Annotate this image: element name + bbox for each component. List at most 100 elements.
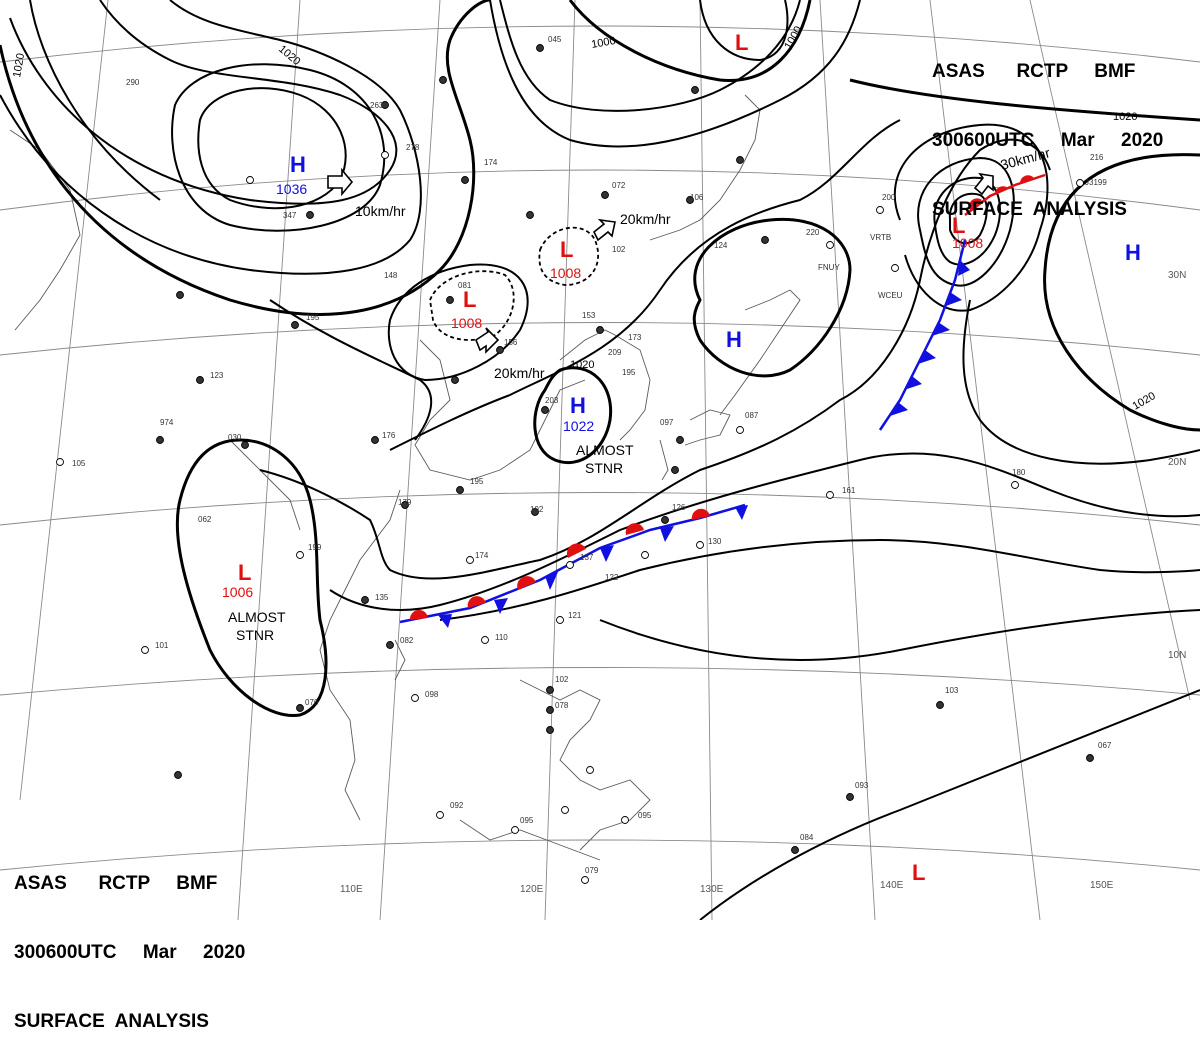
hollow-arrow-icon [327,167,354,197]
station-circle-icon [296,704,304,712]
map-header: ASAS RCTP BMF 300600UTC Mar 2020 SURFACE… [932,14,1163,244]
station-value: 161 [842,486,856,495]
station-circle-icon [566,561,574,569]
station-circle-icon [1011,481,1019,489]
header-line-2: 300600UTC Mar 2020 [932,130,1164,151]
station-circle-icon [586,766,594,774]
station-value: 103 [945,686,959,695]
isobar [439,538,1200,621]
station-circle-icon [306,211,314,219]
isobar [0,0,422,275]
station-circle-icon [371,436,379,444]
isobar [533,366,613,465]
isobar-label: 1020 [1113,111,1137,123]
station-circle-icon [246,176,254,184]
weather-map: 045 290 263 278 174 347 148 195 081 156 … [0,0,1200,920]
station-circle-icon [381,101,389,109]
station-circle-icon [791,846,799,854]
station-value: 153 [582,311,596,320]
lat-label: 10N [1168,650,1186,661]
isobar [849,78,1200,122]
station-markers [56,44,1094,884]
station-value: 123 [210,371,224,380]
isobar [259,138,1051,580]
station-circle-icon [581,876,589,884]
isobar [962,299,1200,465]
lat-label: 20N [1168,457,1186,468]
station-circle-icon [536,44,544,52]
isobar [1043,153,1200,432]
station-value: 105 [72,459,86,468]
station-value: 148 [384,271,398,280]
isobar [948,192,988,245]
station-values: 045 290 263 278 174 347 148 195 081 156 … [72,35,1112,875]
ship-id: VRTB [870,233,891,242]
isobar [387,263,529,382]
station-value: 174 [475,551,489,560]
station-value: 106 [690,193,704,202]
station-value: 135 [375,593,389,602]
isobar [489,0,861,148]
station-circle-icon [546,726,554,734]
isobar-label: 1020 [1131,390,1158,413]
station-circle-icon [676,436,684,444]
station-circle-icon [446,296,454,304]
station-circle-icon [174,771,182,779]
station-value: 102 [555,675,569,684]
station-circle-icon [451,376,459,384]
station-value: 067 [1098,741,1112,750]
low-value: 1008 [550,265,581,281]
station-circle-icon [481,636,489,644]
station-value: 122 [605,573,619,582]
station-circle-icon [526,211,534,219]
warm-front [964,173,1046,216]
isobar [269,299,433,441]
station-value: 220 [806,228,820,237]
station-value: 079 [585,866,599,875]
station-circle-icon [531,508,539,516]
low-value: 1008 [952,235,983,251]
station-value: 278 [406,143,420,152]
isobar [893,123,1049,312]
station-value: 081 [458,281,472,290]
station-value: 192 [530,505,544,514]
high-value: 1036 [276,181,307,197]
map-footer: ASAS RCTP BMF 300600UTC Mar 2020 SURFACE… [14,826,245,1056]
isobar [699,0,789,62]
station-circle-icon [141,646,149,654]
low-value: 1008 [451,315,482,331]
station-value: 102 [612,245,626,254]
station-circle-icon [1086,754,1094,762]
station-value: 097 [660,418,674,427]
status-note: ALMOST [576,442,634,458]
lon-label: 150E [1090,880,1114,891]
low-symbol: L [560,237,573,262]
station-circle-icon [401,501,409,509]
lat-label: 30N [1168,270,1186,281]
station-circle-icon [621,816,629,824]
status-note: STNR [585,460,623,476]
hollow-arrow-icon [973,172,994,196]
high-symbol: H [1125,240,1141,265]
station-value: 203 [545,396,559,405]
footer-line-1: ASAS RCTP BMF [14,873,218,894]
lat-labels: 30N 20N 10N [1168,270,1186,661]
stationary-front [399,503,748,628]
isobar [692,217,852,378]
station-circle-icon [439,76,447,84]
station-value: 180 [1012,468,1026,477]
isobar [9,0,398,205]
station-value: 082 [400,636,414,645]
station-value: 098 [425,690,439,699]
high-value: 1022 [563,418,594,434]
station-circle-icon [461,176,469,184]
station-value: 095 [638,811,652,820]
station-circle-icon [196,376,204,384]
station-circle-icon [411,694,419,702]
low-symbol: L [952,213,965,238]
station-circle-icon [436,811,444,819]
station-circle-icon [596,326,604,334]
low-symbol: L [735,30,748,55]
isobar [699,689,1200,920]
station-value: 195 [306,313,320,322]
